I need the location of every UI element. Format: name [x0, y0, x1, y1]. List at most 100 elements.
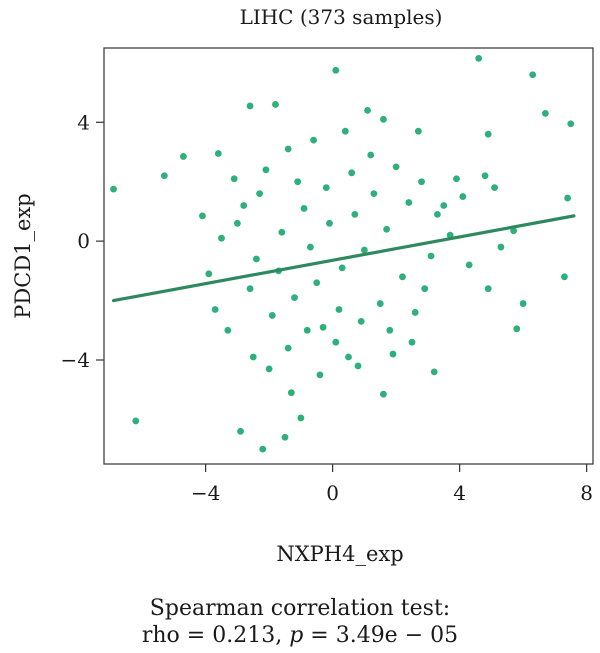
data-point: [179, 153, 187, 160]
data-point: [541, 109, 549, 117]
data-point: [348, 169, 356, 177]
spearman-caption: Spearman correlation test:: [149, 596, 451, 621]
data-point: [360, 246, 368, 254]
data-point: [529, 71, 537, 79]
data-point: [345, 353, 352, 361]
data-point: [465, 261, 473, 269]
data-point: [265, 365, 273, 373]
data-point: [284, 344, 292, 352]
data-point: [110, 185, 117, 193]
data-point: [268, 312, 276, 319]
data-point: [519, 300, 527, 307]
data-point: [357, 317, 365, 325]
regression-line-group: [111, 214, 576, 303]
y-axis-label: PDCD1_exp: [11, 193, 35, 318]
data-point: [380, 390, 387, 398]
data-point: [392, 163, 400, 171]
data-point: [249, 353, 257, 361]
y-axis: −4 0 4: [61, 110, 104, 372]
data-point: [278, 228, 286, 236]
data-point: [199, 212, 206, 220]
data-point: [303, 326, 311, 334]
data-point: [434, 211, 441, 218]
data-point: [484, 130, 492, 138]
data-point: [297, 414, 305, 422]
data-point: [408, 338, 416, 346]
data-point: [256, 190, 263, 198]
scatter-points: [110, 55, 575, 453]
data-point: [418, 178, 425, 186]
data-point: [211, 306, 219, 313]
x-axis-label: NXPH4_exp: [276, 542, 403, 566]
y-tick-label: 0: [77, 229, 90, 253]
x-tick-label: 0: [326, 481, 339, 505]
data-point: [205, 270, 213, 278]
data-point: [214, 150, 222, 157]
data-point: [440, 202, 448, 209]
data-point: [453, 175, 460, 183]
data-point: [389, 350, 397, 358]
data-point: [383, 225, 391, 233]
regression-line: [111, 214, 576, 303]
data-point: [319, 323, 327, 331]
data-point: [300, 205, 308, 212]
data-point: [272, 101, 279, 108]
rho-value: rho = 0.213,: [141, 623, 290, 648]
data-point: [281, 433, 289, 441]
data-point: [411, 309, 419, 316]
data-point: [294, 178, 302, 186]
data-point: [459, 193, 467, 200]
y-tick-label: 4: [77, 110, 90, 134]
data-point: [338, 264, 346, 272]
x-axis: −4 0 4 8: [191, 464, 593, 505]
data-point: [405, 199, 413, 206]
data-point: [313, 279, 321, 287]
data-point: [414, 127, 422, 135]
data-point: [510, 227, 518, 235]
data-point: [316, 371, 324, 379]
data-point: [218, 234, 225, 242]
data-point: [497, 243, 505, 251]
data-point: [287, 389, 295, 397]
data-point: [367, 151, 375, 159]
x-tick-label: 4: [453, 481, 466, 505]
data-point: [284, 145, 292, 153]
data-point: [246, 102, 254, 110]
data-point: [430, 368, 438, 376]
data-point: [364, 107, 371, 114]
data-point: [484, 285, 492, 293]
spearman-stats: rho = 0.213, p = 3.49e − 05: [0, 622, 600, 650]
data-point: [230, 175, 238, 183]
data-point: [491, 184, 498, 192]
p-symbol: p: [289, 623, 304, 648]
data-point: [224, 326, 232, 334]
data-point: [253, 255, 260, 263]
data-point: [237, 427, 244, 435]
data-point: [326, 219, 333, 227]
p-value: = 3.49e − 05: [303, 623, 459, 648]
data-point: [310, 136, 317, 144]
chart-title: LIHC (373 samples): [240, 5, 443, 29]
data-point: [380, 115, 387, 123]
data-point: [246, 285, 254, 293]
data-point: [233, 219, 241, 227]
data-point: [475, 55, 483, 62]
data-point: [421, 285, 429, 293]
data-point: [132, 417, 140, 425]
x-tick-label: 8: [580, 481, 593, 505]
data-point: [427, 252, 435, 260]
data-point: [306, 243, 314, 251]
plot-frame: [103, 47, 594, 465]
data-point: [386, 326, 394, 334]
data-point: [240, 202, 248, 209]
data-point: [561, 273, 568, 281]
data-point: [370, 190, 378, 198]
data-point: [335, 306, 343, 313]
data-point: [341, 127, 349, 135]
data-point: [567, 120, 575, 128]
data-point: [332, 338, 340, 346]
data-point: [160, 172, 168, 180]
data-point: [291, 294, 298, 301]
data-point: [259, 445, 267, 453]
